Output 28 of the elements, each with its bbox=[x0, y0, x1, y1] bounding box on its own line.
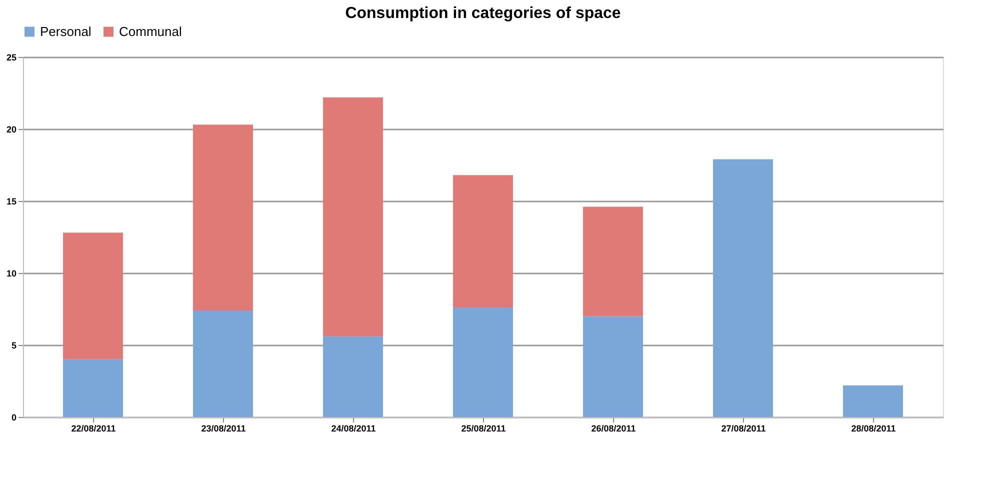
bar bbox=[63, 232, 123, 360]
bar bbox=[843, 385, 903, 417]
bar bbox=[323, 97, 383, 336]
bar bbox=[453, 175, 513, 308]
x-tick-label: 27/08/2011 bbox=[721, 424, 766, 434]
bar bbox=[63, 359, 123, 417]
x-tick-label: 25/08/2011 bbox=[461, 424, 506, 434]
y-tick-label: 15 bbox=[6, 196, 16, 206]
x-tick-label: 22/08/2011 bbox=[71, 424, 116, 434]
bar bbox=[453, 308, 513, 417]
bar bbox=[713, 159, 773, 417]
x-tick-label: 23/08/2011 bbox=[201, 424, 246, 434]
y-tick-label: 20 bbox=[6, 124, 16, 134]
y-tick-label: 25 bbox=[6, 52, 16, 62]
chart-title: Consumption in categories of space bbox=[345, 5, 621, 22]
y-tick-label: 5 bbox=[11, 340, 16, 350]
bar bbox=[193, 310, 253, 417]
bar bbox=[323, 336, 383, 417]
legend-label: Personal bbox=[40, 24, 92, 39]
y-tick-label: 10 bbox=[6, 268, 16, 278]
x-tick-label: 28/08/2011 bbox=[851, 424, 896, 434]
y-tick-label: 0 bbox=[11, 412, 16, 422]
x-tick-label: 24/08/2011 bbox=[331, 424, 376, 434]
legend-label: Communal bbox=[119, 24, 182, 39]
bar bbox=[583, 206, 643, 316]
bar bbox=[583, 316, 643, 417]
x-tick-label: 26/08/2011 bbox=[591, 424, 636, 434]
bar bbox=[193, 124, 253, 310]
